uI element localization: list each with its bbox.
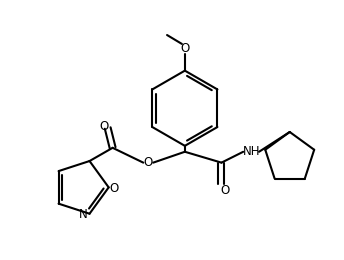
Text: O: O (109, 182, 118, 195)
Text: O: O (180, 42, 190, 55)
Text: NH: NH (243, 145, 260, 158)
Text: O: O (99, 120, 108, 133)
Text: O: O (144, 156, 153, 169)
Text: N: N (79, 208, 88, 221)
Text: O: O (221, 184, 230, 197)
